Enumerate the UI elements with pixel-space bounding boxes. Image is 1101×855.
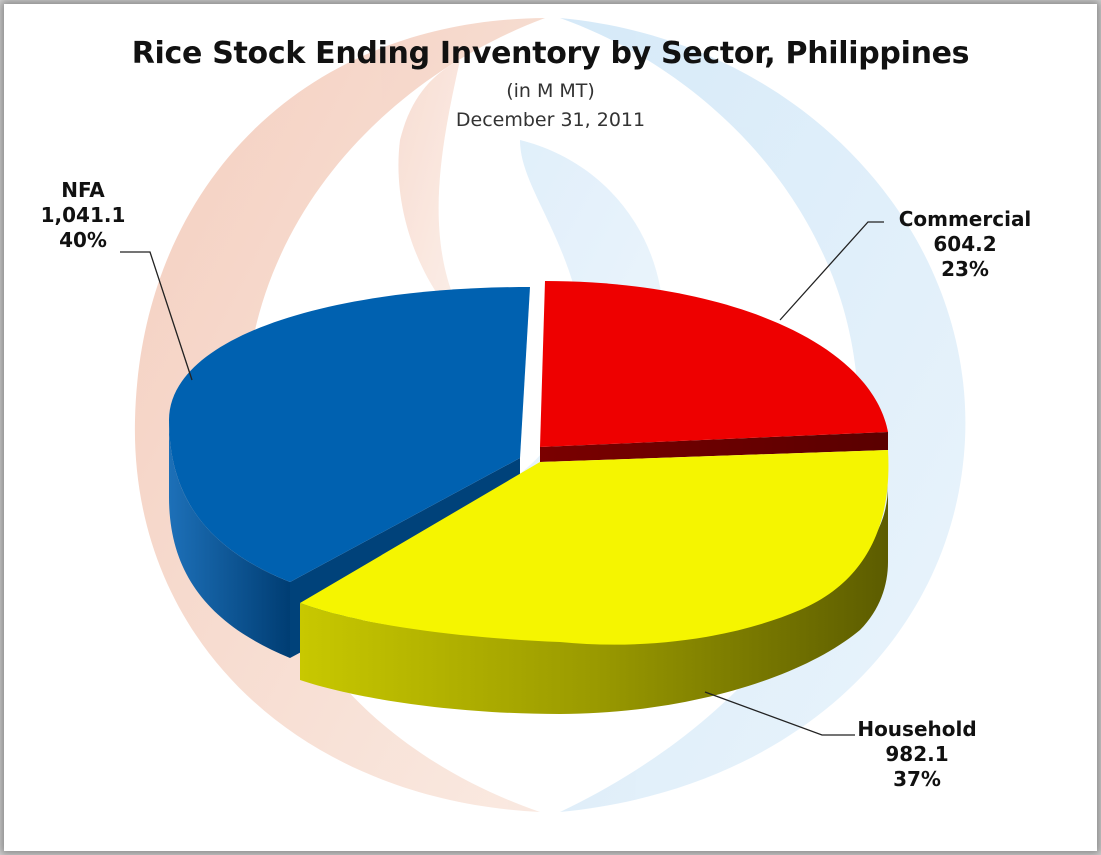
slice-side-commercial: [540, 432, 888, 462]
leader-line-household: [704, 691, 855, 736]
slice-side-nfa: [169, 420, 290, 658]
data-label-household: Household 982.1 37%: [842, 717, 992, 792]
data-label-commercial-percent: 23%: [941, 257, 989, 281]
slice-side-household: [300, 485, 888, 714]
chart-subtitle-date: December 31, 2011: [455, 109, 646, 131]
data-label-commercial: Commercial 604.2 23%: [880, 207, 1050, 282]
data-label-household-name: Household: [857, 717, 977, 741]
leader-line-nfa: [120, 251, 193, 381]
slice-top-household: [300, 450, 889, 645]
chart-title: Rice Stock Ending Inventory by Sector, P…: [131, 36, 970, 71]
data-label-commercial-name: Commercial: [898, 207, 1032, 231]
data-label-nfa-name: NFA: [61, 178, 105, 202]
data-label-household-value: 982.1: [885, 742, 949, 766]
data-label-nfa-percent: 40%: [59, 228, 107, 252]
data-label-nfa: NFA 1,041.1 40%: [8, 178, 158, 253]
data-label-household-percent: 37%: [893, 767, 941, 791]
leader-line-commercial: [779, 221, 884, 321]
data-label-nfa-value: 1,041.1: [40, 203, 126, 227]
chart-subtitle-units: (in M MT): [506, 80, 595, 102]
data-label-commercial-value: 604.2: [933, 232, 997, 256]
slice-top-nfa: [169, 287, 530, 582]
slice-top-commercial: [540, 281, 888, 447]
